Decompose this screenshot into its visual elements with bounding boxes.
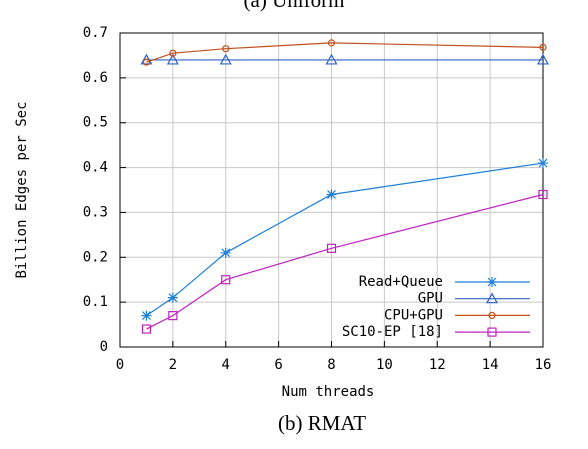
x-tick-label: 4 [222, 357, 230, 373]
marker [222, 45, 230, 53]
series-line [146, 42, 544, 63]
x-tick-label: 14 [482, 357, 499, 373]
x-axis-label: Num threads [282, 384, 375, 400]
x-tick-label: 6 [274, 357, 282, 373]
x-tick-label: 10 [376, 357, 393, 373]
marker [169, 49, 177, 57]
marker [220, 247, 231, 258]
marker [142, 58, 151, 66]
marker [325, 53, 338, 65]
marker [488, 311, 496, 319]
y-tick-label: 0.7 [83, 25, 108, 41]
y-tick-label: 0.2 [83, 249, 108, 265]
caption: (b) RMAT [278, 411, 366, 435]
marker [536, 53, 550, 65]
y-tick-label: 0 [100, 339, 108, 355]
x-tick-label: 16 [535, 357, 552, 373]
marker [539, 43, 547, 51]
y-tick-label: 0.6 [83, 70, 108, 86]
marker [487, 327, 497, 337]
marker [141, 324, 152, 334]
marker [141, 310, 152, 321]
marker [487, 277, 497, 287]
marker [326, 243, 337, 253]
marker [538, 158, 548, 169]
marker [166, 53, 179, 65]
top-caption: (a) Uniform [244, 0, 345, 12]
x-tick-label: 2 [169, 357, 177, 373]
y-axis-label: Billion Edges per Sec [14, 101, 30, 278]
y-tick-label: 0.3 [83, 204, 108, 220]
marker [538, 189, 548, 200]
legend-label: Read+Queue [359, 274, 443, 290]
marker [167, 292, 178, 303]
legend-label: GPU [418, 291, 443, 307]
marker [326, 189, 337, 200]
marker [327, 39, 336, 47]
series-line [146, 193, 544, 330]
marker [219, 53, 232, 65]
marker [485, 292, 499, 304]
legend-label: CPU+GPU [384, 307, 443, 323]
marker [221, 275, 231, 285]
legend-label: SC10-EP [18] [342, 324, 443, 340]
y-tick-label: 0.4 [83, 160, 108, 176]
y-tick-label: 0.1 [83, 294, 108, 310]
marker [140, 53, 153, 65]
y-tick-label: 0.5 [83, 115, 108, 131]
marker [168, 311, 178, 321]
x-tick-label: 8 [327, 357, 335, 373]
x-tick-label: 12 [429, 357, 446, 373]
x-tick-label: 0 [116, 357, 124, 373]
